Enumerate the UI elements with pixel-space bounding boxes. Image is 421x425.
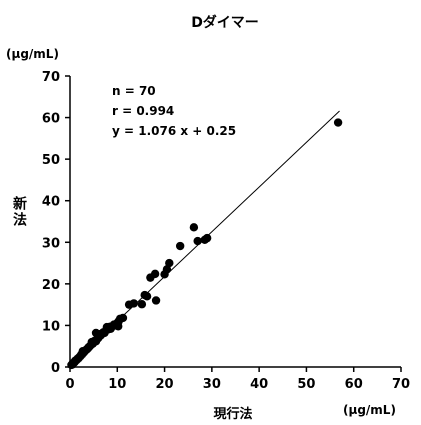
stat-r: r = 0.994 — [112, 104, 174, 118]
data-point — [114, 322, 123, 331]
chart-title: Dダイマー — [191, 14, 259, 31]
x-tick-label: 40 — [250, 377, 268, 392]
x-tick-label: 60 — [345, 377, 363, 392]
y-tick-label: 10 — [42, 319, 60, 334]
data-point — [189, 223, 199, 232]
x-tick-label: 0 — [65, 377, 74, 392]
x-tick-label: 10 — [108, 377, 126, 392]
data-point — [193, 236, 202, 246]
data-point — [95, 329, 104, 339]
data-point — [333, 118, 343, 127]
data-point — [165, 258, 174, 268]
y-tick-label: 50 — [42, 153, 60, 168]
y-tick-label: 20 — [42, 278, 60, 293]
x-unit-label: (μg/mL) — [343, 403, 396, 417]
data-point — [118, 313, 128, 323]
data-point — [142, 292, 152, 301]
data-point — [105, 322, 115, 331]
y-tick-label: 40 — [42, 195, 60, 210]
data-point — [202, 233, 212, 243]
y-tick-label: 70 — [42, 70, 60, 85]
y-unit-label: (µg/mL) — [6, 47, 59, 61]
stat-equation: y = 1.076 x + 0.25 — [112, 124, 236, 138]
x-tick-label: 30 — [203, 377, 221, 392]
y-axis-label: 新法 — [11, 195, 27, 228]
data-point — [129, 299, 139, 308]
data-point — [87, 337, 96, 347]
y-tick-label: 30 — [42, 236, 60, 251]
data-point — [150, 269, 160, 279]
x-axis-label: 現行法 — [213, 406, 252, 422]
y-tick-label: 0 — [51, 361, 60, 376]
stat-n: n = 70 — [112, 84, 156, 98]
data-point — [175, 241, 185, 251]
data-point — [137, 300, 147, 309]
x-tick-label: 70 — [392, 377, 410, 392]
y-tick-label: 60 — [42, 112, 60, 127]
data-point — [151, 296, 161, 305]
x-tick-label: 50 — [297, 377, 315, 392]
x-tick-label: 20 — [156, 377, 174, 392]
